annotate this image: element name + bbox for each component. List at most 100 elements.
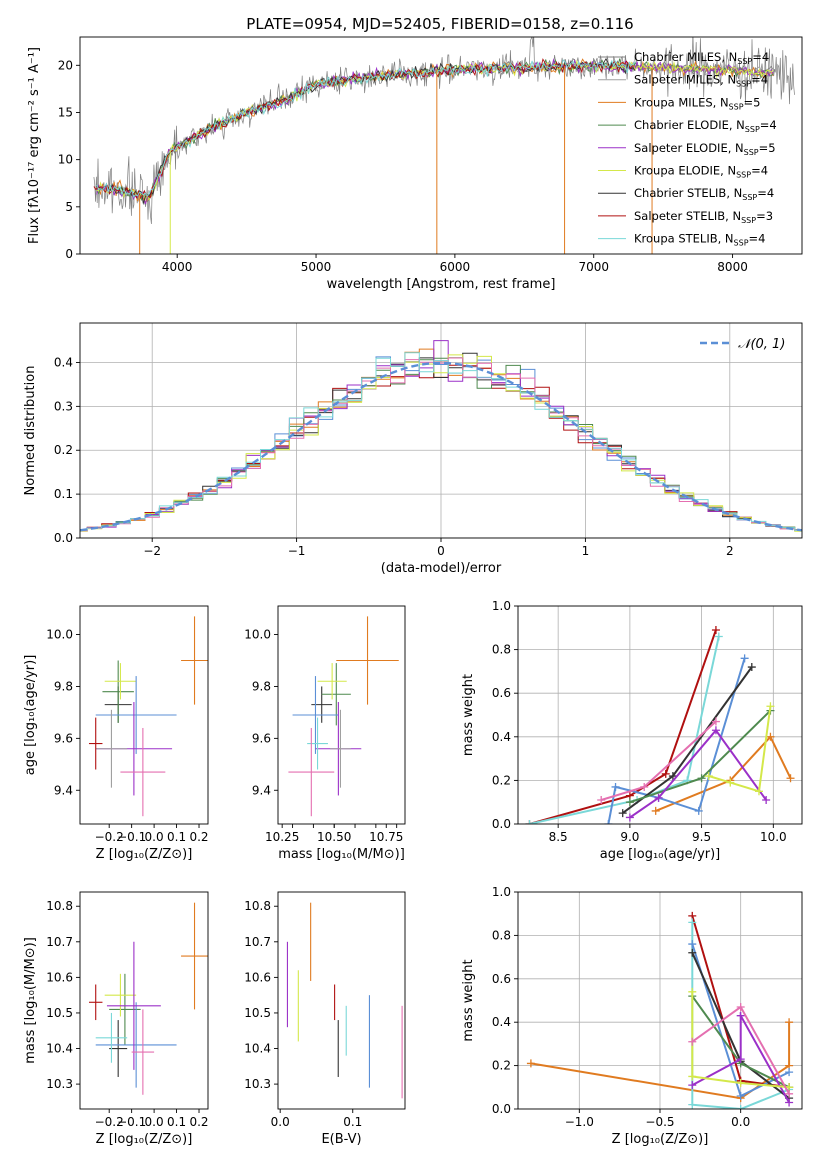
- weight_vs_Z-marker: [736, 1091, 745, 1100]
- age_vs_Z-plot: [88, 616, 208, 817]
- weight_vs_age-ytick-label: 0.2: [492, 773, 511, 787]
- mass_vs_ebv-frame: [277, 891, 406, 1110]
- legend-nssp-5: =4: [751, 164, 768, 178]
- age_vs_Z-xtick-label: 0.1: [167, 830, 186, 844]
- mass_vs_Z-ytick-label: 10.5: [46, 1006, 73, 1020]
- weight_vs_age-marker: [597, 796, 606, 805]
- weight_vs_age-marker: [661, 769, 670, 778]
- spectrum-model-line-6: [96, 58, 636, 204]
- figure-title: PLATE=0954, MJD=52405, FIBERID=0158, z=0…: [246, 15, 633, 33]
- weight_vs_Z-marker: [785, 1068, 794, 1077]
- weight_vs_Z-marker: [785, 1018, 794, 1027]
- legend-subscript-5: SSP: [736, 171, 751, 180]
- mass_vs_ebv-xlabel: E(B-V): [321, 1132, 361, 1147]
- mass_vs_Z-frame: [79, 891, 209, 1110]
- spectrum-model-line-7: [93, 58, 635, 200]
- mass_vs_Z-xtick-label: 0.2: [189, 1115, 208, 1129]
- legend-label-2: Kroupa MILES, NSSP=5: [634, 95, 760, 111]
- weight_vs_age-marker: [714, 632, 723, 641]
- weight_vs_Z-marker: [688, 987, 697, 996]
- weight_vs_Z-axes: −1.0 −0.5 0.0 0.0 0.2 0.4 0.6 0.8 1.0 Z [log₁₀(Z/…: [461, 885, 803, 1147]
- legend-nssp-2: =5: [744, 95, 761, 109]
- spectrum-legend: Chabrier MILES, NSSP=4 Salpeter MILES, NS…: [598, 50, 777, 248]
- weight_vs_age-marker: [697, 774, 706, 783]
- weight_vs_age-xtick-label: 9.0: [620, 830, 639, 844]
- legend-label-8: Kroupa STELIB, NSSP=4: [634, 232, 765, 248]
- legend-subscript-4: SSP: [744, 148, 759, 157]
- weight_vs_age-line-7: [708, 706, 772, 793]
- weight_vs_age-marker: [654, 793, 663, 802]
- mass_vs_ebv-plot: [286, 902, 403, 1099]
- weight_vs_age-marker: [726, 778, 735, 787]
- weight_vs_age-ytick-label: 1.0: [492, 599, 511, 613]
- weight_vs_age-marker: [711, 717, 720, 726]
- spectrum-ytick-label: 10: [58, 153, 73, 167]
- weight_vs_age-marker: [625, 798, 634, 807]
- mass_vs_Z-axes: −0.2−0.10.0 0.1 0.2 10.3 10.4 10.5 10.6 10.7 10.…: [23, 891, 209, 1147]
- residuals-xtick-label: −2: [143, 544, 161, 558]
- weight_vs_Z-xtick-label: −1.0: [565, 1115, 594, 1129]
- legend-label-4: Salpeter ELODIE, NSSP=5: [634, 141, 776, 157]
- age_vs_mass-xtick-label: 10.25: [265, 830, 299, 844]
- weight_vs_age-xtick-label: 9.5: [692, 830, 711, 844]
- weight_vs_age-marker: [711, 625, 720, 634]
- weight_vs_Z-marker: [688, 940, 697, 949]
- legend-subscript-1: SSP: [736, 80, 751, 89]
- residuals-ytick-label: 0.0: [54, 531, 73, 545]
- mass_vs_Z-ytick-label: 10.8: [46, 899, 73, 913]
- mass_vs_Z-ytick-label: 10.6: [46, 970, 73, 984]
- spectrum-xtick-label: 7000: [578, 260, 609, 274]
- residual-legend: 𝒩(0, 1): [700, 337, 785, 352]
- weight_vs_Z-marker: [526, 1059, 535, 1068]
- weight_vs_Z-marker: [736, 1055, 745, 1064]
- age_vs_mass-xtick-label: 10.75: [369, 830, 403, 844]
- age_vs_mass-axes: 10.25 10.50 10.75 9.4 9.6 9.8 10.0 mass [log₁₀(…: [244, 605, 406, 862]
- weight_vs_Z-marker: [688, 1081, 697, 1090]
- weight_vs_age-marker: [747, 663, 756, 672]
- age_vs_Z-ylabel: age [log₁₀(age/yr)]: [23, 655, 38, 776]
- age_vs_Z-ytick-label: 10.0: [46, 628, 73, 642]
- weight_vs_Z-ytick-label: 0.4: [492, 1015, 511, 1029]
- weight_vs_Z-xlabel: Z [log₁₀(Z/Z⊙)]: [612, 1132, 709, 1147]
- weight_vs_age-ytick-label: 0.0: [492, 817, 511, 831]
- weight_vs_age-ytick-label: 0.4: [492, 730, 511, 744]
- age_vs_mass-xlabel: mass [log₁₀(M/M⊙)]: [278, 847, 405, 862]
- gaussian-reference-line: [80, 361, 802, 532]
- weight_vs_age-marker: [604, 820, 613, 824]
- mass_vs_ebv-xtick-label: 0.0: [271, 1115, 290, 1129]
- legend-label-0: Chabrier MILES, NSSP=4: [634, 50, 769, 66]
- age_vs_mass-ytick-label: 9.4: [252, 783, 271, 797]
- residuals-ytick-label: 0.2: [54, 443, 73, 457]
- spectrum-model-line-8: [96, 59, 636, 198]
- weight_vs_age-line-2: [529, 636, 720, 824]
- age_vs_Z-xtick-label: 0.2: [189, 830, 208, 844]
- weight_vs_age-marker: [625, 813, 634, 822]
- weight_vs_age-marker: [754, 787, 763, 796]
- legend-nssp-3: =4: [760, 118, 777, 132]
- age_vs_mass-ytick-label: 9.6: [252, 731, 271, 745]
- weight_vs_age-plot: [518, 606, 802, 824]
- mass_vs_ebv-ytick-label: 10.7: [244, 935, 271, 949]
- mass_vs_ebv-ytick-label: 10.8: [244, 899, 271, 913]
- residuals-xtick-label: 0: [437, 544, 445, 558]
- age_vs_mass-plot: [288, 616, 399, 817]
- residuals-ytick-label: 0.3: [54, 399, 73, 413]
- weight_vs_age-line-4: [622, 666, 753, 814]
- weight_vs_age-marker: [651, 806, 660, 815]
- age_vs_Z-xtick-label: −0.1: [117, 830, 146, 844]
- weight_vs_Z-marker: [736, 1105, 745, 1109]
- spectrum-axes: 4000 5000 6000 7000 8000 0 5 10 15 20 wavelength […: [27, 36, 803, 292]
- legend-subscript-2: SSP: [729, 102, 744, 111]
- legend-nssp-4: =5: [759, 141, 776, 155]
- weight_vs_Z-marker: [736, 1078, 745, 1087]
- weight_vs_Z-plot: [518, 892, 802, 1109]
- legend-nssp-7: =3: [756, 209, 773, 223]
- weight_vs_age-ylabel: mass weight: [461, 674, 476, 756]
- weight_vs_Z-marker: [688, 1037, 697, 1046]
- legend-subscript-3: SSP: [745, 125, 760, 134]
- weight_vs_Z-marker: [736, 1011, 745, 1020]
- weight_vs_age-marker: [611, 782, 620, 791]
- age_vs_Z-ytick-label: 9.8: [54, 679, 73, 693]
- mass_vs_Z-ytick-label: 10.4: [46, 1042, 73, 1056]
- weight_vs_age-xtick-label: 10.0: [760, 830, 787, 844]
